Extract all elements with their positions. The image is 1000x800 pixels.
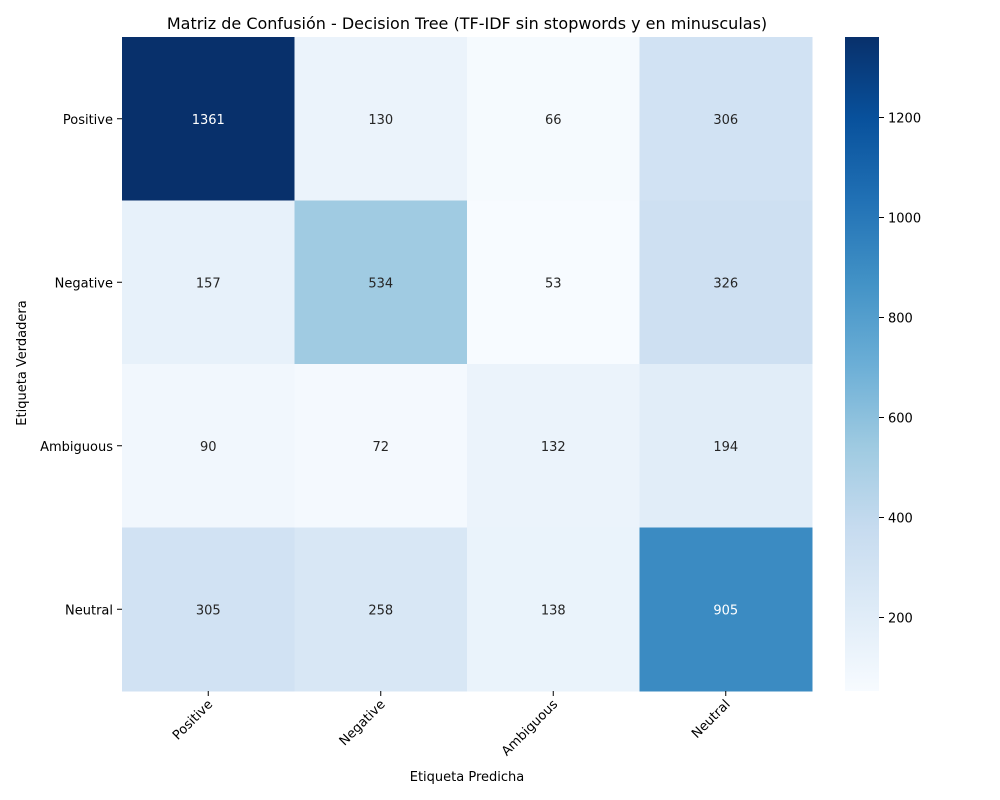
heatmap-cell	[294, 364, 468, 528]
cell-value-label: 534	[368, 276, 393, 291]
heatmap-cell	[294, 37, 468, 201]
heatmap-cell	[467, 527, 640, 692]
heatmap-cell	[122, 527, 295, 692]
cell-value-label: 194	[713, 440, 738, 455]
heatmap-cell	[467, 37, 640, 201]
heatmap-cell	[467, 200, 640, 365]
heatmap-cell	[467, 364, 640, 528]
colorbar-tick-label: 1200	[888, 112, 921, 127]
x-tick-label: Ambiguous	[499, 697, 561, 759]
colorbar	[845, 37, 879, 691]
cell-value-label: 138	[541, 603, 566, 618]
x-tick-label: Negative	[337, 697, 389, 749]
cell-value-label: 66	[545, 113, 562, 128]
x-tick-label: Neutral	[689, 697, 734, 742]
chart-title: Matriz de Confusión - Decision Tree (TF-…	[167, 14, 767, 33]
y-tick-label: Positive	[63, 113, 113, 128]
cell-value-label: 1361	[192, 113, 225, 128]
y-axis-label: Etiqueta Verdadera	[15, 300, 30, 425]
colorbar-tick-label: 800	[888, 312, 913, 327]
colorbar-tick-label: 600	[888, 412, 913, 427]
colorbar-tick-label: 1000	[888, 212, 921, 227]
cell-value-label: 326	[713, 276, 738, 291]
colorbar-ticks: 200 400 600 800 1000 1200	[879, 112, 921, 627]
heatmap-cell	[639, 527, 813, 692]
heatmap-cells: 1361 130 66 306 157 534 53 326 90 72 132 194 305 258 1…	[122, 37, 813, 692]
y-axis-ticks: Positive Negative Ambiguous Neutral	[40, 113, 122, 618]
x-axis-ticks: Positive Negative Ambiguous Neutral	[170, 691, 734, 759]
cell-value-label: 90	[200, 440, 217, 455]
heatmap-cell	[294, 527, 468, 692]
x-axis-label: Etiqueta Predicha	[410, 770, 525, 785]
heatmap-cell	[639, 200, 813, 365]
heatmap-cell	[122, 200, 295, 365]
cell-value-label: 132	[541, 440, 566, 455]
y-tick-label: Neutral	[65, 603, 113, 618]
y-tick-label: Negative	[55, 276, 113, 291]
heatmap-cell	[122, 37, 295, 201]
heatmap-cell	[639, 37, 813, 201]
cell-value-label: 258	[368, 603, 393, 618]
cell-value-label: 905	[713, 603, 738, 618]
cell-value-label: 305	[196, 603, 221, 618]
x-tick-label: Positive	[170, 697, 216, 743]
cell-value-label: 306	[713, 113, 738, 128]
cell-value-label: 157	[196, 276, 221, 291]
y-tick-label: Ambiguous	[40, 440, 113, 455]
cell-value-label: 72	[372, 440, 389, 455]
colorbar-tick-label: 200	[888, 612, 913, 627]
heatmap-cell	[122, 364, 295, 528]
cell-value-label: 130	[368, 113, 393, 128]
cell-value-label: 53	[545, 276, 562, 291]
heatmap-cell	[639, 364, 813, 528]
colorbar-tick-label: 400	[888, 512, 913, 527]
heatmap-cell	[294, 200, 468, 365]
